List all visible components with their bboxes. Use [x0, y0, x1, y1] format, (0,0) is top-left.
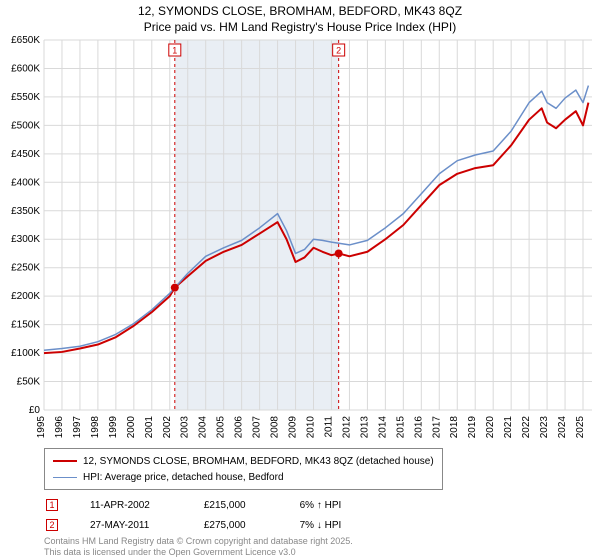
svg-text:2022: 2022: [521, 416, 532, 439]
legend-label: HPI: Average price, detached house, Bedf…: [83, 472, 284, 483]
svg-text:2013: 2013: [359, 416, 370, 439]
svg-text:2007: 2007: [252, 416, 263, 439]
svg-text:£350K: £350K: [11, 206, 40, 217]
svg-text:£100K: £100K: [11, 348, 40, 359]
svg-text:2002: 2002: [162, 416, 173, 439]
svg-text:£650K: £650K: [11, 35, 40, 46]
svg-text:2008: 2008: [270, 416, 281, 439]
svg-text:2004: 2004: [198, 416, 209, 439]
svg-text:2003: 2003: [180, 416, 191, 439]
svg-text:2011: 2011: [323, 416, 334, 438]
svg-text:2021: 2021: [503, 416, 514, 439]
svg-text:2014: 2014: [377, 416, 388, 439]
svg-text:2000: 2000: [126, 416, 137, 439]
price-chart: £0 £50K £100K £150K £200K £250K £300K £350K £400…: [0, 0, 600, 440]
svg-text:2005: 2005: [216, 416, 227, 439]
marker-box: 1: [46, 499, 58, 511]
svg-text:2: 2: [336, 46, 341, 56]
svg-text:2018: 2018: [449, 416, 460, 439]
table-row: 227-MAY-2011£275,0007% ↓ HPI: [46, 516, 353, 534]
footer-attribution: Contains HM Land Registry data © Crown c…: [44, 536, 353, 558]
svg-text:2023: 2023: [539, 416, 550, 439]
svg-text:2010: 2010: [306, 416, 317, 439]
legend-swatch: [53, 460, 77, 462]
svg-text:1997: 1997: [72, 416, 83, 439]
legend-item: 12, SYMONDS CLOSE, BROMHAM, BEDFORD, MK4…: [53, 453, 434, 469]
svg-text:1998: 1998: [90, 416, 101, 439]
svg-text:1: 1: [172, 46, 177, 56]
svg-text:2019: 2019: [467, 416, 478, 439]
svg-text:2009: 2009: [288, 416, 299, 439]
svg-text:1996: 1996: [54, 416, 65, 439]
svg-text:2012: 2012: [341, 416, 352, 439]
table-row: 111-APR-2002£215,0006% ↑ HPI: [46, 496, 353, 514]
legend-label: 12, SYMONDS CLOSE, BROMHAM, BEDFORD, MK4…: [83, 456, 434, 467]
svg-text:2001: 2001: [144, 416, 155, 439]
svg-text:2025: 2025: [575, 416, 586, 439]
svg-text:£50K: £50K: [17, 377, 41, 388]
legend: 12, SYMONDS CLOSE, BROMHAM, BEDFORD, MK4…: [44, 448, 443, 490]
svg-text:2015: 2015: [395, 416, 406, 439]
svg-text:£400K: £400K: [11, 177, 40, 188]
svg-text:£600K: £600K: [11, 63, 40, 74]
svg-text:£0: £0: [29, 405, 41, 416]
svg-text:£300K: £300K: [11, 234, 40, 245]
svg-text:£550K: £550K: [11, 92, 40, 103]
svg-text:£150K: £150K: [11, 320, 40, 331]
legend-item: HPI: Average price, detached house, Bedf…: [53, 469, 434, 485]
transaction-table: 111-APR-2002£215,0006% ↑ HPI 227-MAY-2011…: [44, 494, 355, 536]
legend-swatch: [53, 477, 77, 478]
svg-text:2020: 2020: [485, 416, 496, 439]
svg-text:2017: 2017: [431, 416, 442, 439]
svg-text:1995: 1995: [36, 416, 47, 439]
svg-text:2024: 2024: [557, 416, 568, 439]
svg-text:1999: 1999: [108, 416, 119, 439]
svg-text:2016: 2016: [413, 416, 424, 439]
svg-text:£450K: £450K: [11, 149, 40, 160]
svg-text:£500K: £500K: [11, 120, 40, 131]
svg-text:£250K: £250K: [11, 263, 40, 274]
svg-text:£200K: £200K: [11, 291, 40, 302]
marker-box: 2: [46, 519, 58, 531]
svg-text:2006: 2006: [234, 416, 245, 439]
